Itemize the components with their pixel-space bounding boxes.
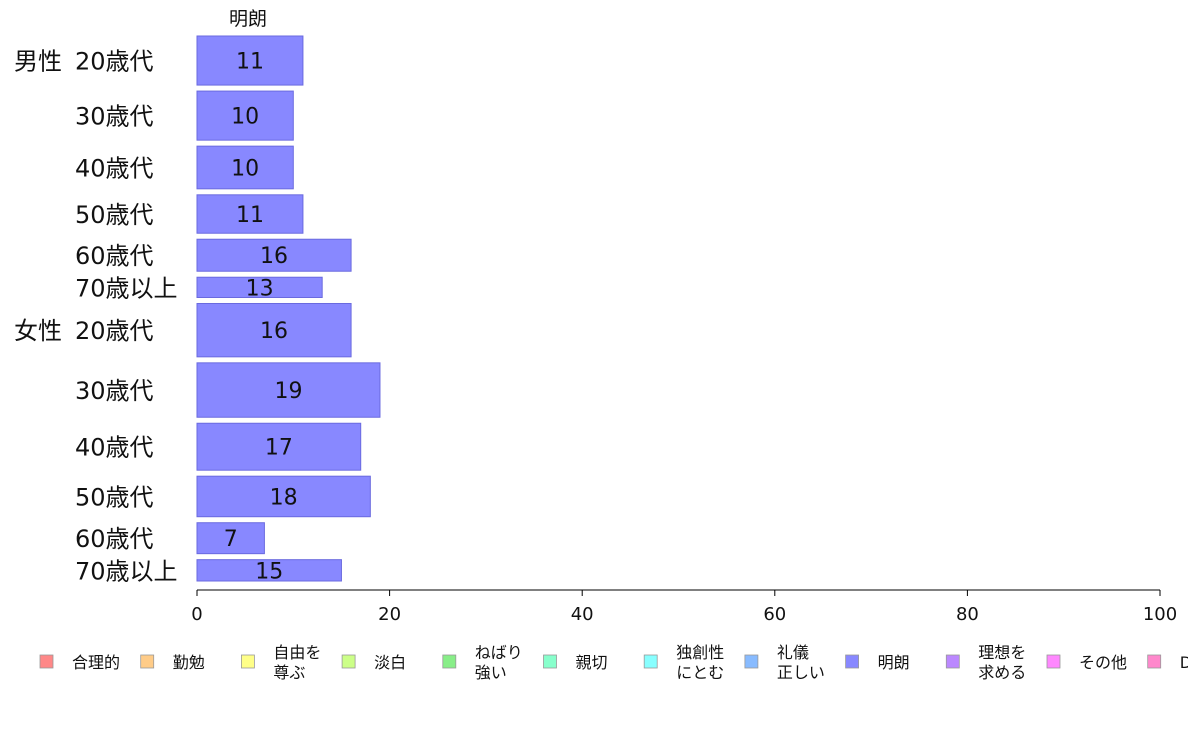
- category-label: 30歳代: [75, 377, 154, 405]
- legend-swatch: [543, 654, 557, 669]
- category-label: 40歳代: [75, 154, 154, 182]
- group-label: 女性: [14, 317, 62, 345]
- bar-value-label: 17: [265, 436, 293, 461]
- x-tick-label: 60: [763, 604, 786, 625]
- legend-label: 合理的: [72, 653, 120, 672]
- x-tick-label: 80: [956, 604, 979, 625]
- bar-value-label: 13: [246, 276, 274, 301]
- x-axis: 0 20 40 60 80 100: [191, 589, 1177, 625]
- category-label: 30歳代: [75, 103, 154, 131]
- bar-female-4: [196, 475, 371, 518]
- bar-value-label: 10: [231, 105, 259, 130]
- legend-item: 礼儀正しい: [744, 643, 825, 682]
- bar-value-label: 7: [224, 527, 238, 552]
- legend-swatch: [945, 654, 960, 669]
- legend-label: ねばり強い: [475, 643, 523, 682]
- category-label: 20歳代: [75, 48, 154, 76]
- category-label: 60歳代: [75, 525, 154, 553]
- legend-label: その他: [1079, 653, 1127, 672]
- legend-label: 独創性にとむ: [676, 643, 724, 682]
- bar-value-label: 16: [260, 319, 288, 344]
- bars-layer: [196, 35, 381, 582]
- bar-female-2: [196, 362, 381, 418]
- x-tick-label: 40: [571, 604, 594, 625]
- bar-value-label: 16: [260, 244, 288, 269]
- legend-label: 理想を求める: [978, 643, 1026, 682]
- category-label: 40歳代: [75, 434, 154, 462]
- legend-label: D: [1180, 653, 1188, 672]
- bar-male-6: [196, 276, 323, 298]
- legend-swatch: [845, 654, 859, 669]
- legend-swatch: [140, 654, 155, 669]
- category-label: 60歳代: [75, 242, 154, 270]
- bar-male-4: [196, 194, 304, 234]
- legend-item: 勤勉: [140, 653, 205, 672]
- group-label: 男性: [14, 48, 62, 76]
- category-label: 50歳代: [75, 483, 154, 511]
- legend-label: 礼儀正しい: [777, 643, 825, 682]
- legend-item: ねばり強い: [442, 643, 523, 682]
- legend-item: 親切: [543, 653, 608, 672]
- labels-layer: 1120歳代男性1030歳代1040歳代1150歳代1660歳代1370歳以上1…: [14, 48, 302, 586]
- category-label: 70歳以上: [75, 557, 178, 585]
- legend-label: 明朗: [878, 653, 910, 672]
- legend-item: 独創性にとむ: [643, 643, 724, 682]
- category-label: 70歳以上: [75, 274, 178, 302]
- bar-value-label: 18: [270, 485, 298, 510]
- legend-label: 親切: [576, 653, 608, 672]
- legend-item: 淡白: [341, 653, 406, 672]
- legend-swatch: [1046, 654, 1061, 669]
- series-title: 明朗: [229, 8, 267, 30]
- legend-label: 勤勉: [173, 653, 205, 672]
- bar-value-label: 11: [236, 203, 264, 228]
- x-tick-label: 100: [1143, 604, 1177, 625]
- legend-swatch: [643, 654, 658, 669]
- legend-swatch: [442, 654, 457, 669]
- bar-value-label: 10: [231, 156, 259, 181]
- bar-value-label: 11: [236, 50, 264, 75]
- legend-swatch: [744, 654, 759, 669]
- bar-male-5: [196, 238, 352, 272]
- legend-item: 自由を尊ぶ: [240, 643, 321, 682]
- bar-female-3: [196, 422, 362, 471]
- bar-male-2: [196, 90, 294, 141]
- legend-item: 明朗: [845, 653, 910, 672]
- category-label: 50歳代: [75, 201, 154, 229]
- bar-value-label: 19: [274, 379, 302, 404]
- bar-female-6: [196, 559, 342, 582]
- category-label: 20歳代: [75, 317, 154, 345]
- bar-value-label: 15: [255, 559, 283, 584]
- legend-swatch: [1147, 654, 1162, 669]
- bar-male-1: [196, 35, 304, 86]
- legend-swatch: [341, 654, 356, 669]
- legend: 合理的 勤勉 自由を尊ぶ 淡白 ねばり強い 親切 独創性にとむ 礼儀正しい 明朗 理想を求める その…: [39, 643, 1188, 682]
- bar-female-5: [196, 522, 265, 555]
- legend-swatch: [39, 654, 54, 669]
- legend-item: 理想を求める: [945, 643, 1026, 682]
- legend-item: 合理的: [39, 653, 120, 672]
- bar-female-1: [196, 302, 352, 358]
- legend-item: D: [1147, 653, 1188, 672]
- bar-male-3: [196, 145, 294, 190]
- legend-label: 淡白: [374, 653, 406, 672]
- legend-label: 自由を尊ぶ: [273, 643, 321, 682]
- legend-swatch: [240, 654, 255, 669]
- x-tick-label: 0: [191, 604, 202, 625]
- x-tick-label: 20: [378, 604, 401, 625]
- legend-item: その他: [1046, 653, 1127, 672]
